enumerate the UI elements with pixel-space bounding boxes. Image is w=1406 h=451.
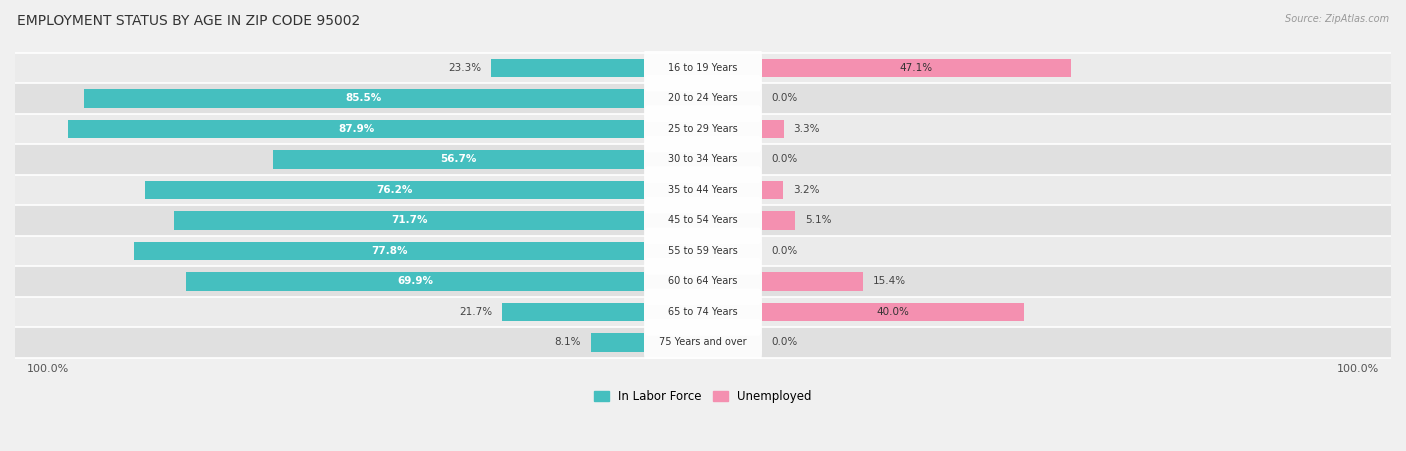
Bar [15, 53, 1391, 83]
Text: 71.7%: 71.7% [391, 216, 427, 226]
FancyBboxPatch shape [644, 75, 762, 122]
Bar [15, 83, 1391, 114]
Text: 69.9%: 69.9% [396, 276, 433, 286]
Bar [502, 303, 644, 321]
Bar [15, 144, 1391, 175]
Bar [145, 181, 644, 199]
Bar [491, 59, 644, 77]
Text: 8.1%: 8.1% [554, 337, 581, 348]
Text: EMPLOYMENT STATUS BY AGE IN ZIP CODE 95002: EMPLOYMENT STATUS BY AGE IN ZIP CODE 950… [17, 14, 360, 28]
Bar [762, 181, 783, 199]
Text: 3.3%: 3.3% [793, 124, 820, 134]
Bar [15, 236, 1391, 266]
Text: 16 to 19 Years: 16 to 19 Years [668, 63, 738, 73]
FancyBboxPatch shape [644, 289, 762, 336]
Bar [186, 272, 644, 290]
Bar [762, 272, 863, 290]
Bar [15, 297, 1391, 327]
Text: Source: ZipAtlas.com: Source: ZipAtlas.com [1285, 14, 1389, 23]
Text: 0.0%: 0.0% [772, 154, 799, 165]
FancyBboxPatch shape [644, 258, 762, 305]
Text: 76.2%: 76.2% [377, 185, 412, 195]
Text: 75 Years and over: 75 Years and over [659, 337, 747, 348]
Text: 5.1%: 5.1% [806, 216, 832, 226]
Bar [15, 327, 1391, 358]
Text: 47.1%: 47.1% [900, 63, 932, 73]
Text: 35 to 44 Years: 35 to 44 Years [668, 185, 738, 195]
Text: 55 to 59 Years: 55 to 59 Years [668, 246, 738, 256]
Bar [67, 120, 644, 138]
FancyBboxPatch shape [644, 227, 762, 275]
Text: 0.0%: 0.0% [772, 93, 799, 103]
Text: 25 to 29 Years: 25 to 29 Years [668, 124, 738, 134]
FancyBboxPatch shape [644, 197, 762, 244]
FancyBboxPatch shape [644, 136, 762, 183]
Text: 20 to 24 Years: 20 to 24 Years [668, 93, 738, 103]
Bar [273, 150, 644, 169]
Bar [762, 120, 783, 138]
Bar [762, 211, 796, 230]
Text: 3.2%: 3.2% [793, 185, 820, 195]
Bar [15, 175, 1391, 205]
Text: 60 to 64 Years: 60 to 64 Years [668, 276, 738, 286]
Bar [15, 266, 1391, 297]
FancyBboxPatch shape [644, 44, 762, 92]
Bar [174, 211, 644, 230]
Bar [84, 89, 644, 107]
FancyBboxPatch shape [644, 106, 762, 152]
Bar [762, 303, 1024, 321]
Text: 0.0%: 0.0% [772, 246, 799, 256]
Text: 77.8%: 77.8% [371, 246, 408, 256]
Bar [762, 59, 1070, 77]
Text: 85.5%: 85.5% [346, 93, 382, 103]
Bar [591, 333, 644, 352]
Text: 21.7%: 21.7% [458, 307, 492, 317]
Text: 0.0%: 0.0% [772, 337, 799, 348]
Text: 45 to 54 Years: 45 to 54 Years [668, 216, 738, 226]
Text: 56.7%: 56.7% [440, 154, 477, 165]
Bar [134, 242, 644, 260]
Legend: In Labor Force, Unemployed: In Labor Force, Unemployed [595, 390, 811, 403]
Bar [15, 114, 1391, 144]
Text: 30 to 34 Years: 30 to 34 Years [668, 154, 738, 165]
Text: 65 to 74 Years: 65 to 74 Years [668, 307, 738, 317]
Bar [15, 205, 1391, 236]
FancyBboxPatch shape [644, 319, 762, 366]
Text: 15.4%: 15.4% [873, 276, 905, 286]
FancyBboxPatch shape [644, 166, 762, 213]
Text: 40.0%: 40.0% [876, 307, 910, 317]
Text: 87.9%: 87.9% [337, 124, 374, 134]
Text: 23.3%: 23.3% [449, 63, 481, 73]
